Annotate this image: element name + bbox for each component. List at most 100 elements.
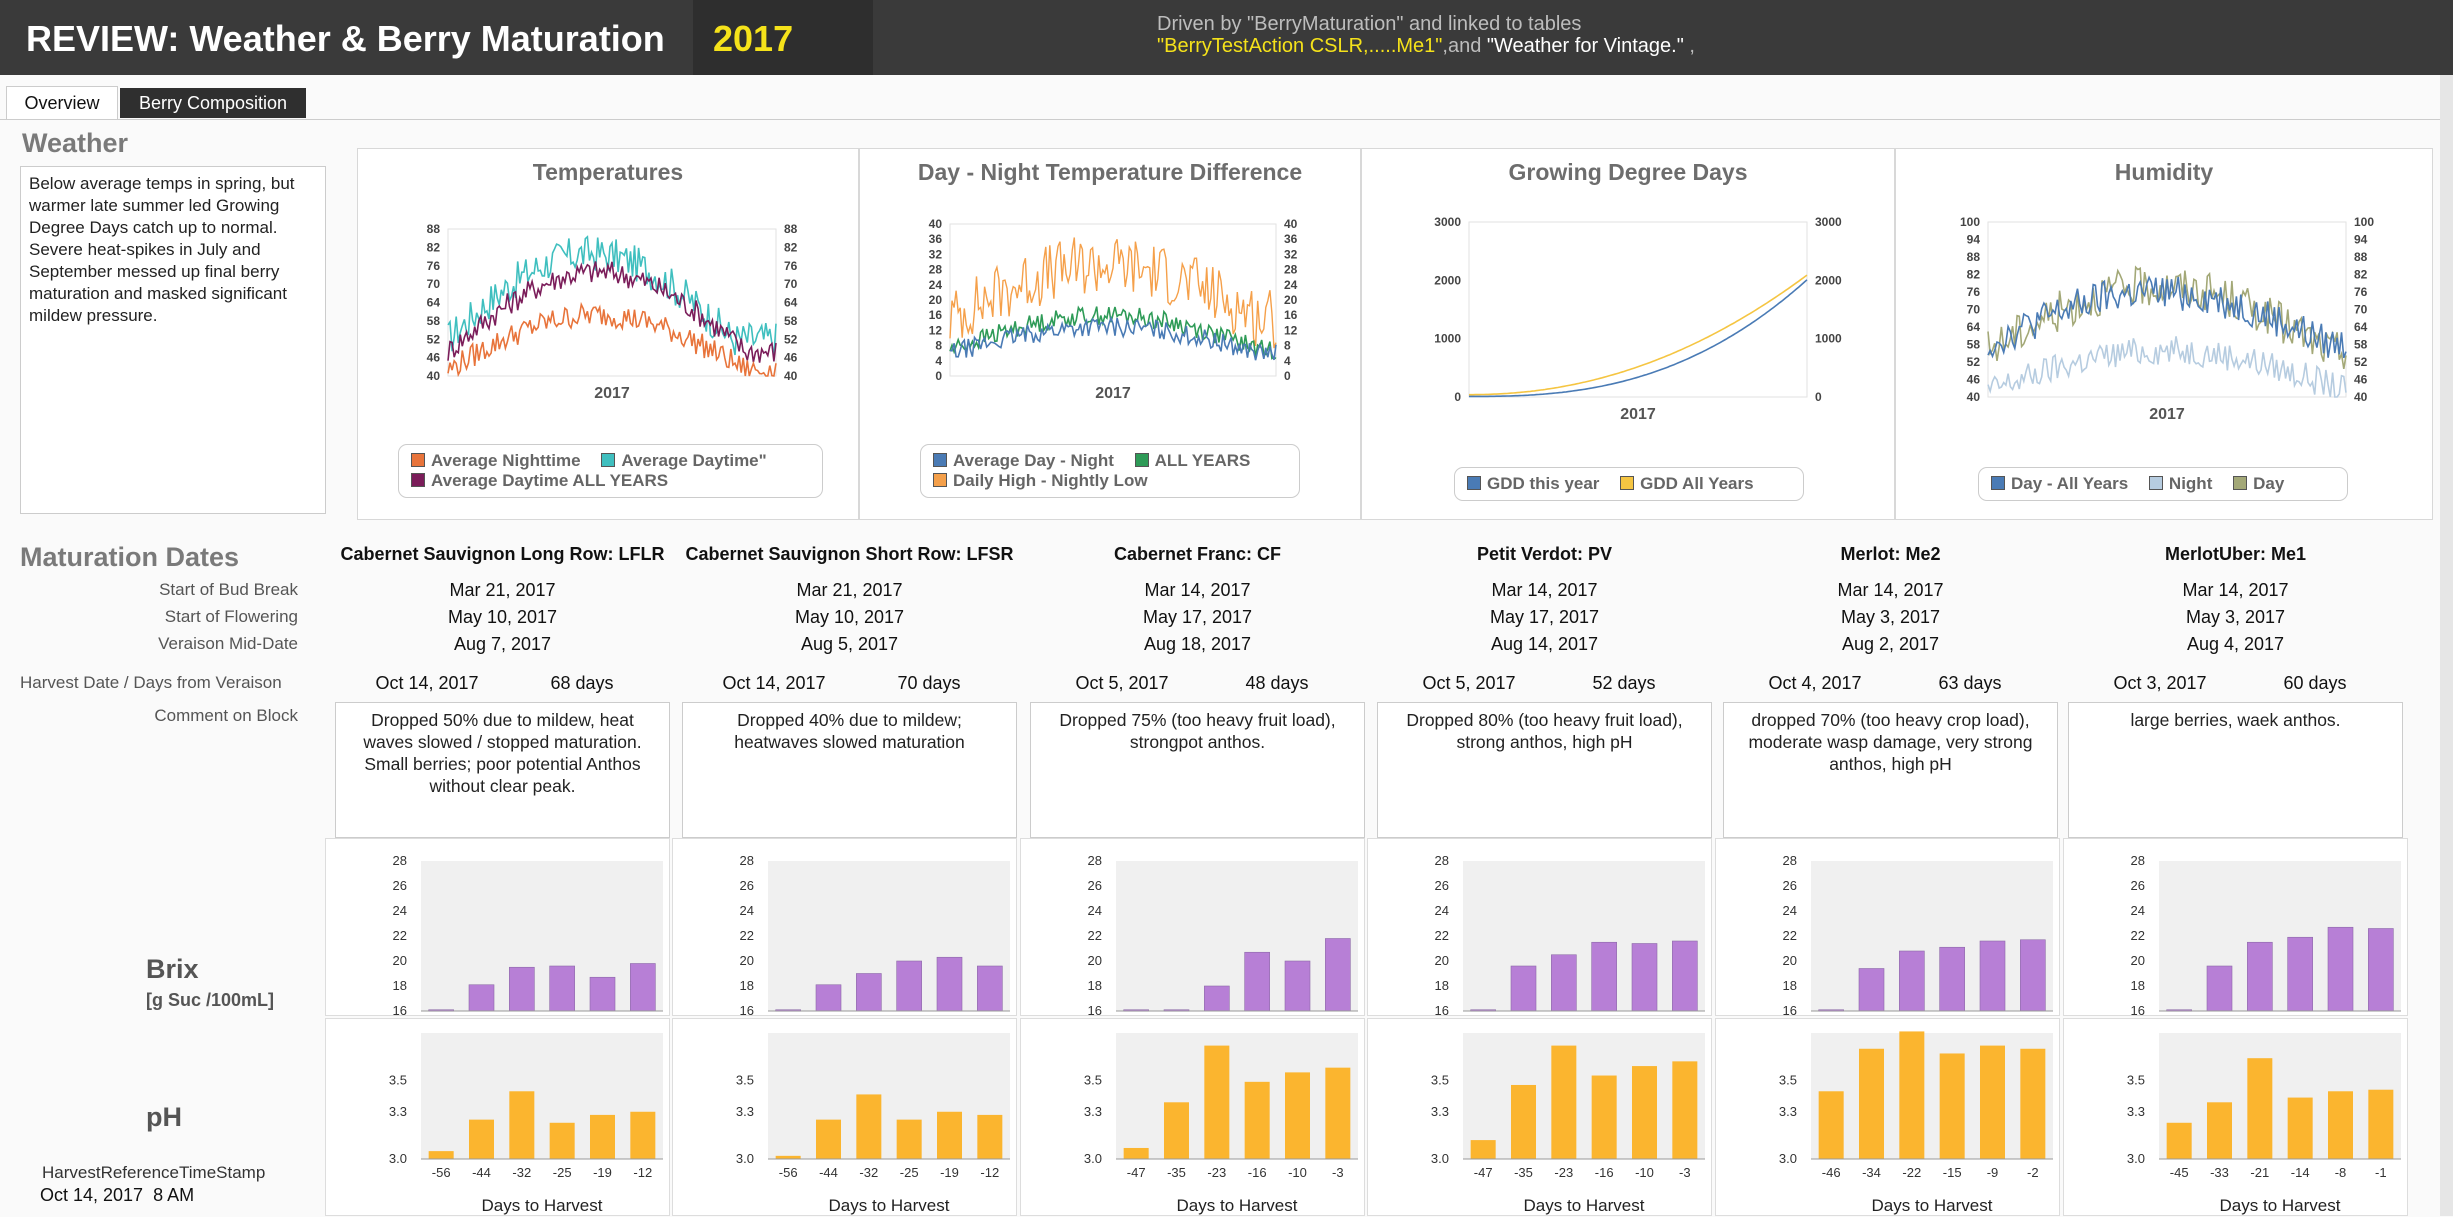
- year-selector[interactable]: 2017: [713, 18, 794, 59]
- y-tick-label: 28: [1783, 853, 1797, 868]
- brix-bar: [1551, 954, 1577, 1012]
- y-tick-label: 88: [1967, 250, 1981, 264]
- x-tick-label: -9: [1987, 1165, 1999, 1180]
- ph-bar: [2368, 1089, 2394, 1159]
- block-name: Merlot: Me2: [1840, 544, 1941, 564]
- series-line: [447, 235, 777, 357]
- x-tick-label: -3: [1679, 1165, 1691, 1180]
- ph-bar: [1244, 1081, 1270, 1159]
- x-tick-label: -12: [980, 1165, 999, 1180]
- y-tick-label-right: 28: [1284, 263, 1298, 277]
- ph-chart: 3.0 3.3 3.5 -47 -35 -23 -16 -10 -3 Days to Harves…: [1020, 1018, 1365, 1216]
- x-axis-label: 2017: [2149, 406, 2185, 423]
- ph-svg: 3.0 3.3 3.5 -47 -35 -23 -16 -10 -3 Days to Harves…: [1431, 1033, 1705, 1215]
- legend-swatch: [601, 453, 616, 467]
- ph-bar: [2327, 1091, 2354, 1159]
- legend-swatch: [2233, 476, 2248, 490]
- y-tick-label: 3.0: [736, 1151, 754, 1166]
- block-name: Cabernet Sauvignon Short Row: LFSR: [685, 544, 1014, 564]
- y-tick-label: 40: [427, 369, 441, 383]
- flowering-date: May 10, 2017: [447, 607, 558, 627]
- legend-swatch: [1467, 476, 1481, 490]
- y-tick-label: 94: [1967, 233, 1981, 247]
- block-name: MerlotUber: Me1: [2164, 544, 2307, 564]
- x-tick-label: -23: [1554, 1165, 1573, 1180]
- series-line: [1987, 275, 2347, 359]
- x-axis-label: Days to Harvest: [829, 1196, 950, 1215]
- y-tick-label-right: 70: [2354, 303, 2368, 317]
- y-tick-label: 3.5: [2127, 1072, 2145, 1087]
- block-comment: large berries, waek anthos.: [2068, 702, 2403, 838]
- brix-label: Brix: [146, 954, 199, 984]
- ph-svg: 3.0 3.3 3.5 -46 -34 -22 -15 -9 -2 Days to Harvest: [1779, 1031, 2053, 1215]
- maturation-heading: Maturation Dates: [20, 542, 240, 572]
- y-tick-label: 18: [1435, 978, 1449, 993]
- vertical-scrollbar[interactable]: [2440, 75, 2453, 1216]
- x-tick-label: -32: [512, 1165, 531, 1180]
- ph-bar: [2247, 1058, 2273, 1159]
- ph-bar: [775, 1155, 801, 1159]
- series-line: [949, 237, 1277, 349]
- y-tick-label: 16: [929, 308, 943, 322]
- y-tick-label: 26: [393, 878, 407, 893]
- harvest-date: Oct 3, 2017: [2113, 673, 2207, 693]
- legend-swatch: [933, 453, 947, 467]
- y-tick-label-right: 0: [1284, 369, 1291, 383]
- brix-bar: [2287, 936, 2313, 1012]
- x-tick-label: -32: [859, 1165, 878, 1180]
- brix-bar: [1939, 946, 1965, 1012]
- y-tick-label: 22: [2131, 928, 2145, 943]
- header-bar: [0, 0, 2453, 75]
- legend-label: Average Daytime": [621, 451, 767, 470]
- y-tick-label: 24: [929, 278, 943, 292]
- x-tick-label: -12: [633, 1165, 652, 1180]
- y-tick-label: 88: [427, 222, 441, 236]
- ph-bar: [1672, 1061, 1698, 1159]
- y-tick-label-right: 76: [784, 259, 798, 273]
- series-line: [1469, 274, 1808, 396]
- ph-chart: 3.0 3.3 3.5 -56 -44 -32 -25 -19 -12 Days to Harve…: [672, 1018, 1017, 1216]
- humidity-legend: Day - All Years Night Day: [1978, 467, 2348, 501]
- y-tick-label-right: 16: [1284, 308, 1298, 322]
- legend-swatch: [1134, 453, 1149, 467]
- y-tick-label: 18: [740, 978, 754, 993]
- ph-bar: [815, 1119, 842, 1159]
- brix-chart: 16 18 20 22 24 26 28: [2063, 838, 2408, 1017]
- tab-berry-composition[interactable]: Berry Composition: [120, 88, 306, 118]
- harvest-date: Oct 4, 2017: [1768, 673, 1862, 693]
- plot-area: [768, 1033, 1010, 1159]
- ph-bar: [1818, 1091, 1844, 1159]
- y-tick-label-right: 36: [1284, 232, 1298, 246]
- page-title: REVIEW: Weather & Berry Maturation: [26, 18, 665, 59]
- y-tick-label: 20: [393, 953, 407, 968]
- y-tick-label-right: 58: [784, 314, 798, 328]
- ph-bar: [1470, 1140, 1496, 1159]
- legend-swatch: [411, 473, 425, 487]
- gdd-title: Growing Degree Days: [1508, 159, 1748, 185]
- ph-bar: [2020, 1048, 2046, 1159]
- ph-chart: 3.0 3.3 3.5 -47 -35 -23 -16 -10 -3 Days to Harves…: [1367, 1018, 1712, 1216]
- legend-item: Daily High - Nightly Low: [933, 471, 1148, 491]
- tab-overview[interactable]: Overview: [6, 86, 118, 119]
- ph-bar: [1591, 1075, 1617, 1159]
- y-tick-label: 4: [935, 354, 942, 368]
- y-tick-label-right: 76: [2354, 285, 2368, 299]
- brix-bar: [1858, 968, 1885, 1012]
- legend-label: Night: [2168, 474, 2213, 493]
- brix-bar: [1510, 965, 1537, 1012]
- x-axis-label: 2017: [1095, 385, 1131, 402]
- y-tick-label-right: 4: [1284, 354, 1291, 368]
- legend-swatch: [2148, 476, 2163, 490]
- x-axis-label: 2017: [594, 385, 630, 402]
- x-tick-label: -15: [1943, 1165, 1962, 1180]
- y-tick-label: 26: [740, 878, 754, 893]
- x-tick-label: -56: [432, 1165, 451, 1180]
- y-tick-label: 3.5: [1431, 1072, 1449, 1087]
- ph-bar: [1123, 1147, 1149, 1159]
- harvest-date: Oct 5, 2017: [1422, 673, 1516, 693]
- ph-bar: [1551, 1045, 1577, 1159]
- brix-bar: [1631, 943, 1658, 1012]
- legend-label: Daily High - Nightly Low: [953, 471, 1148, 490]
- timestamp-value: Oct 14, 2017 8 AM: [40, 1185, 195, 1205]
- series-line: [447, 261, 777, 363]
